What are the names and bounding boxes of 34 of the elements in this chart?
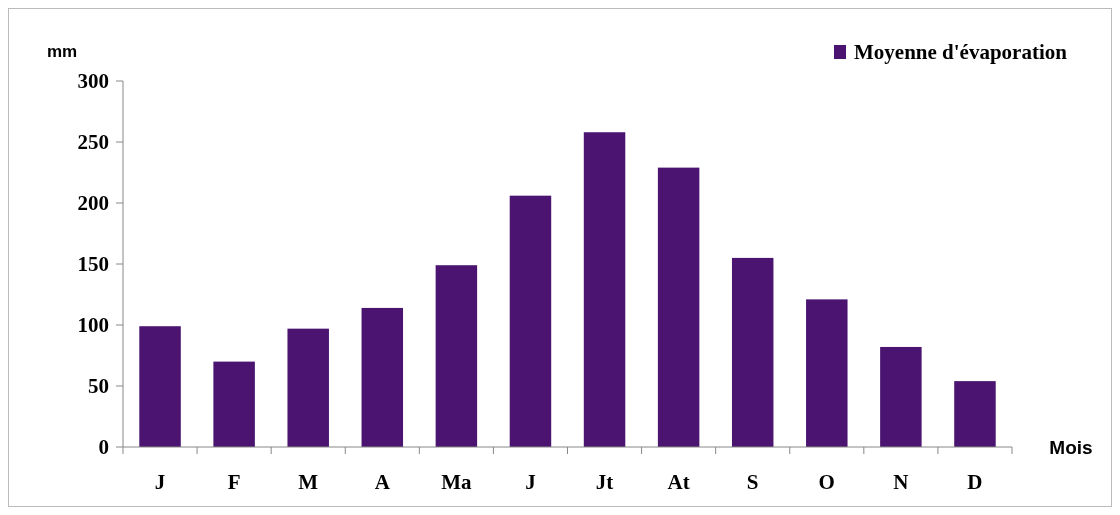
y-axis-title: mm [46,42,78,61]
bar [806,299,848,447]
y-tick-label: 150 [77,252,109,277]
bar [657,167,700,447]
bar [954,381,996,447]
y-tick-label: 200 [77,191,109,216]
x-axis-title: Mois [1049,437,1093,458]
legend-label: Moyenne d'évaporation [854,40,1068,65]
bar [361,307,404,447]
x-tick-label: A [374,470,391,494]
bar [509,195,552,447]
x-tick-label: Ma [441,470,473,494]
y-tick-label: 250 [77,130,109,155]
bar [213,361,255,447]
y-tick-label: 50 [88,374,109,399]
x-tick-label: N [893,470,909,494]
x-tick-label: F [227,470,241,494]
x-tick-label: M [298,470,319,494]
y-tick-label: 300 [77,69,109,94]
bar [583,132,626,447]
y-tick-label: 100 [77,313,109,338]
x-tick-label: O [818,470,835,494]
bar [435,265,478,447]
x-tick-label: Jt [595,470,614,494]
bar [287,328,329,447]
bar [731,257,774,447]
bar [139,326,181,447]
y-tick-label: 0 [98,435,109,460]
x-tick-label: J [525,470,536,494]
x-tick-label: J [154,470,166,494]
x-tick-label: D [967,470,983,494]
bar [880,346,922,447]
x-tick-label: S [746,470,759,494]
x-tick-label: At [667,470,690,494]
